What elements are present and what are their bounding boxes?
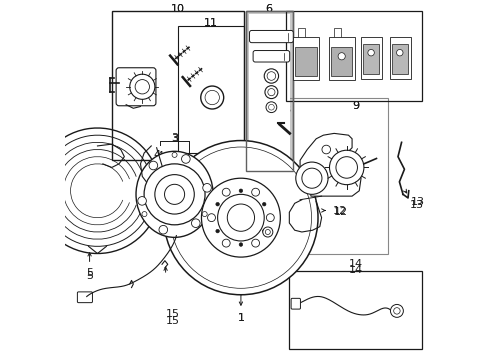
Bar — [391, 44, 407, 75]
Circle shape — [215, 229, 219, 233]
Circle shape — [295, 162, 327, 194]
Circle shape — [155, 175, 194, 214]
Bar — [285, 12, 421, 101]
Text: 10: 10 — [171, 4, 185, 14]
Bar — [362, 44, 379, 75]
Ellipse shape — [136, 151, 213, 237]
Circle shape — [202, 212, 207, 217]
Circle shape — [262, 227, 272, 237]
Circle shape — [251, 188, 259, 196]
Circle shape — [329, 150, 363, 185]
Circle shape — [203, 184, 211, 192]
Bar — [294, 47, 316, 76]
Text: 11: 11 — [203, 18, 217, 28]
Circle shape — [222, 239, 230, 247]
Circle shape — [181, 155, 190, 163]
Circle shape — [172, 152, 177, 157]
Text: 1: 1 — [237, 314, 244, 323]
Text: 9: 9 — [351, 102, 359, 112]
Circle shape — [321, 145, 330, 154]
Bar — [360, 37, 381, 79]
Text: 14: 14 — [348, 265, 362, 275]
Text: 13: 13 — [410, 197, 424, 207]
Text: 4: 4 — [156, 150, 163, 161]
Text: 12: 12 — [333, 207, 347, 217]
Bar — [289, 271, 421, 348]
Text: 10: 10 — [171, 4, 185, 14]
Bar — [292, 37, 318, 80]
Circle shape — [217, 194, 264, 241]
Text: 15: 15 — [165, 310, 180, 319]
Text: 5: 5 — [86, 268, 93, 278]
Bar — [178, 26, 244, 153]
FancyBboxPatch shape — [249, 31, 293, 42]
Bar — [249, 14, 289, 168]
Circle shape — [201, 178, 280, 257]
Polygon shape — [300, 134, 360, 196]
Text: 5: 5 — [86, 271, 93, 281]
Circle shape — [262, 202, 265, 206]
Circle shape — [222, 188, 230, 196]
Bar — [389, 37, 410, 79]
Bar — [265, 98, 387, 253]
Circle shape — [262, 229, 265, 233]
Circle shape — [215, 202, 219, 206]
Text: 2: 2 — [271, 208, 279, 219]
Bar — [333, 28, 340, 37]
FancyBboxPatch shape — [116, 68, 156, 106]
Circle shape — [251, 239, 259, 247]
Text: 15: 15 — [165, 316, 180, 325]
FancyBboxPatch shape — [290, 298, 300, 309]
Text: 7: 7 — [247, 73, 255, 83]
Bar — [112, 12, 244, 160]
Circle shape — [129, 74, 155, 99]
Circle shape — [396, 49, 402, 56]
Circle shape — [138, 197, 146, 205]
FancyBboxPatch shape — [253, 50, 289, 62]
Circle shape — [142, 212, 147, 217]
Circle shape — [159, 225, 167, 234]
Text: 11: 11 — [203, 18, 217, 28]
Bar — [298, 28, 304, 37]
Text: 12: 12 — [332, 206, 346, 216]
Text: 4: 4 — [154, 150, 161, 160]
Circle shape — [337, 53, 345, 60]
Circle shape — [149, 161, 157, 170]
Text: 3: 3 — [171, 133, 178, 143]
Circle shape — [367, 49, 373, 56]
Text: 8: 8 — [283, 105, 290, 115]
Bar — [246, 12, 292, 171]
Text: 2: 2 — [273, 208, 280, 219]
Text: 6: 6 — [265, 4, 272, 14]
Text: 9: 9 — [351, 102, 359, 112]
Text: 3: 3 — [171, 134, 178, 144]
Bar — [328, 37, 354, 80]
Text: 1: 1 — [237, 313, 244, 323]
Text: 14: 14 — [348, 259, 362, 269]
Circle shape — [144, 164, 204, 225]
Bar — [246, 12, 292, 171]
Text: 7: 7 — [247, 73, 255, 83]
Circle shape — [266, 214, 274, 222]
Circle shape — [389, 305, 403, 318]
Circle shape — [163, 140, 317, 295]
Circle shape — [239, 243, 242, 246]
Bar — [330, 47, 352, 76]
Text: 13: 13 — [409, 200, 423, 210]
Circle shape — [207, 214, 215, 222]
Text: 8: 8 — [282, 105, 289, 115]
Circle shape — [191, 219, 200, 228]
Text: 6: 6 — [265, 4, 272, 14]
FancyBboxPatch shape — [77, 292, 92, 303]
Circle shape — [239, 189, 242, 193]
